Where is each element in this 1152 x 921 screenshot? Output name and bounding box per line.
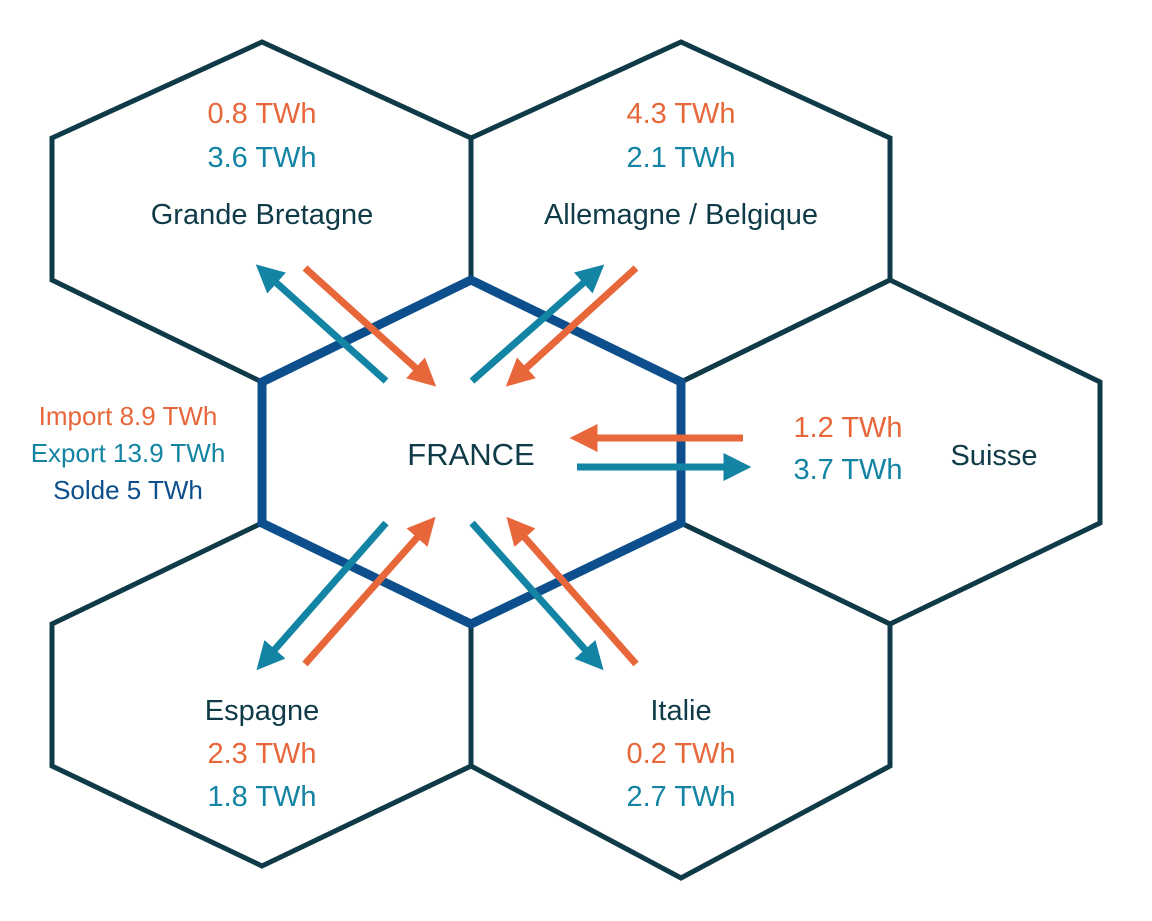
total-import: Import 8.9 TWh [39, 401, 218, 431]
hexagon-france [257, 274, 686, 629]
es-export-value: 1.8 TWh [207, 781, 316, 813]
import-arrow-es [302, 516, 436, 667]
export-arrow-de-be [469, 264, 605, 384]
import-arrow-de-be [505, 265, 639, 387]
it-import-value: 0.2 TWh [626, 738, 735, 770]
france-label: FRANCE [407, 437, 534, 472]
ch-import-value: 1.2 TWh [793, 412, 902, 444]
de-be-country-name: Allemagne / Belgique [544, 199, 818, 231]
es-country-name: Espagne [205, 695, 320, 727]
de-be-import-value: 4.3 TWh [626, 98, 735, 130]
ch-export-value: 3.7 TWh [793, 454, 902, 486]
flow-arrows [255, 264, 752, 671]
es-import-value: 2.3 TWh [207, 738, 316, 770]
export-arrow-es [256, 520, 389, 671]
gb-import-value: 0.8 TWh [207, 98, 316, 130]
gb-country-name: Grande Bretagne [151, 199, 373, 231]
total-balance: Solde 5 TWh [53, 475, 203, 505]
it-export-value: 2.7 TWh [626, 781, 735, 813]
export-arrow-gb [255, 264, 389, 384]
import-arrow-gb [302, 265, 437, 387]
ch-country-name: Suisse [950, 440, 1037, 472]
it-country-name: Italie [650, 695, 711, 727]
total-export: Export 13.9 TWh [31, 438, 226, 468]
de-be-export-value: 2.1 TWh [626, 142, 735, 174]
export-arrow-it [469, 520, 604, 671]
import-arrow-it [506, 516, 639, 667]
gb-export-value: 3.6 TWh [207, 142, 316, 174]
